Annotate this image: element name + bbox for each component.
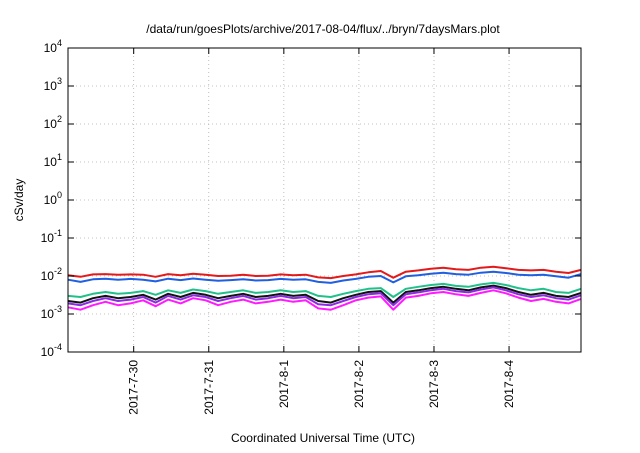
series-line-1	[67, 265, 582, 280]
x-tick-label: 2017-7-31	[202, 360, 216, 415]
y-tick-label: 100	[44, 190, 62, 207]
x-axis-ticks: 2017-7-30 2017-7-31 2017-8-1 2017-8-2 2017-8…	[127, 48, 516, 415]
x-tick-label: 2017-8-4	[502, 360, 516, 408]
x-axis-label: Coordinated Universal Time (UTC)	[231, 431, 415, 445]
y-axis-ticks: 10-4 10-3 10-2 10-1 100 101 102 103 104	[41, 38, 581, 359]
x-tick-label: 2017-8-2	[352, 360, 366, 408]
chart-title: /data/run/goesPlots/archive/2017-08-04/f…	[146, 22, 500, 36]
series-line-3	[67, 281, 582, 298]
y-tick-label: 10-1	[41, 228, 62, 245]
y-axis-label: cSv/day	[12, 179, 26, 222]
series-line-6	[67, 289, 582, 311]
y-tick-label: 101	[44, 152, 62, 169]
y-tick-label: 102	[44, 114, 62, 131]
x-tick-label: 2017-8-1	[277, 360, 291, 408]
y-tick-label: 10-2	[41, 266, 62, 283]
y-tick-label: 104	[44, 38, 62, 55]
x-tick-label: 2017-7-30	[127, 360, 141, 415]
series-line-2	[67, 270, 582, 284]
series-lines	[67, 265, 582, 311]
series-line-4	[67, 284, 582, 304]
y-tick-label: 10-3	[41, 304, 62, 321]
series-line-5	[67, 286, 582, 307]
y-tick-label: 103	[44, 76, 62, 93]
grid-lines	[68, 48, 581, 352]
y-tick-label: 10-4	[41, 342, 62, 359]
x-tick-label: 2017-8-3	[427, 360, 441, 408]
